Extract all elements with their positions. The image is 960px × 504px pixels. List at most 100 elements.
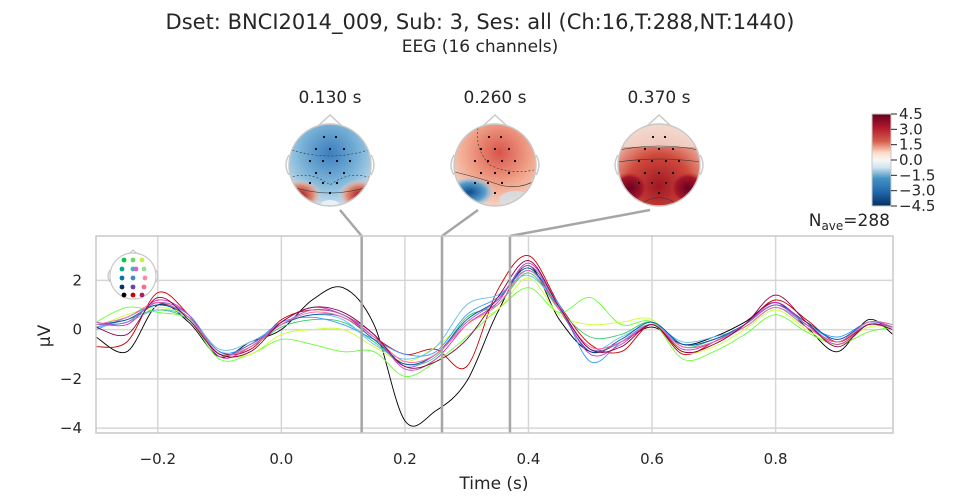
sensor-dot — [664, 181, 668, 185]
sensor-dot — [637, 181, 641, 185]
topomap-connector-1 — [339, 209, 363, 237]
sensor-dot — [651, 135, 655, 139]
sensor-dot — [328, 147, 332, 151]
time-markers — [339, 208, 651, 433]
sensor-dot — [643, 147, 647, 151]
grid-lines — [96, 236, 893, 433]
colorbar-tick-label: −3.0 — [899, 182, 935, 200]
y-tick-label: −4 — [60, 419, 82, 437]
x-tick-label: 0.8 — [764, 450, 788, 468]
plot-frame — [95, 235, 894, 434]
sensor-dot — [500, 181, 504, 185]
sensor-dot — [507, 171, 511, 175]
x-tick-label: −0.2 — [140, 450, 176, 468]
sensor-dot — [321, 159, 325, 163]
sensor-dot — [314, 171, 318, 175]
sensor-dot — [493, 171, 497, 175]
x-tick-labels: −0.2 0.0 0.2 0.4 0.6 0.8 — [140, 450, 788, 468]
sensor-dot — [335, 181, 339, 185]
x-tick-label: 0.2 — [393, 450, 417, 468]
sensor-inset-dot — [141, 284, 147, 290]
x-axis-label: Time (s) — [458, 474, 528, 494]
colorbar-ticks: 4.53.01.50.0−1.5−3.0−4.5 — [891, 105, 935, 215]
sensor-inset-dot — [119, 266, 125, 272]
sensor-dot — [499, 135, 503, 139]
sensor-inset-dot — [139, 292, 145, 298]
x-tick-label: 0.4 — [517, 450, 541, 468]
topomap-connector-3 — [509, 208, 651, 238]
x-tick-label: 0.6 — [640, 450, 664, 468]
sensor-dot — [473, 159, 477, 163]
sensor-dot — [637, 159, 641, 163]
figure-title: Dset: BNCI2014_009, Sub: 3, Ses: all (Ch… — [166, 10, 795, 35]
topomap-1 — [285, 114, 375, 207]
sensor-inset-dot — [119, 284, 125, 290]
sensor-dot — [486, 181, 490, 185]
sensor-dot — [657, 147, 661, 151]
sensor-dot — [664, 159, 668, 163]
sensor-inset-dot — [130, 292, 136, 298]
sensor-dot — [342, 171, 346, 175]
x-tick-label: 0.0 — [269, 450, 293, 468]
sensor-dot — [671, 171, 675, 175]
sensor-dot — [328, 171, 332, 175]
y-tick-label: −2 — [60, 370, 82, 388]
topomap-label-1: 0.130 s — [299, 88, 362, 108]
sensor-dot — [308, 181, 312, 185]
colorbar-tick-label: 0.0 — [899, 151, 923, 169]
sensor-dot — [322, 135, 326, 139]
sensor-dot — [650, 181, 654, 185]
sensor-dots — [119, 257, 148, 298]
figure-subtitle: EEG (16 channels) — [402, 37, 559, 57]
y-tick-label: 2 — [72, 271, 82, 289]
sensor-dot — [321, 181, 325, 185]
sensor-dot — [507, 147, 511, 151]
sensor-dot — [342, 147, 346, 151]
sensor-dot — [643, 171, 647, 175]
sensor-dot — [314, 147, 318, 151]
topomap-label-3: 0.370 s — [628, 88, 691, 108]
sensor-inset — [107, 249, 159, 300]
series-line-4 — [96, 277, 893, 363]
sensor-dot — [671, 147, 675, 151]
y-tick-labels: 2 0 −2 −4 — [60, 271, 82, 437]
sensor-dot — [348, 159, 352, 163]
series-line-9 — [96, 262, 893, 371]
colorbar-tick-label: 4.5 — [899, 105, 923, 123]
nave-label: Nave=288 — [809, 211, 890, 233]
topomap-label-2: 0.260 s — [464, 88, 527, 108]
sensor-inset-dot — [130, 284, 136, 290]
topomap-connector-2 — [441, 208, 479, 238]
sensor-dot — [500, 159, 504, 163]
series-line-10 — [96, 265, 893, 368]
plot-area: −0.2 0.0 0.2 0.4 0.6 0.8 2 0 −2 −4 — [60, 208, 894, 468]
colorbar: 4.53.01.50.0−1.5−3.0−4.5 — [871, 105, 935, 215]
colorbar-tick-label: −1.5 — [899, 166, 935, 184]
colorbar-tick-label: −4.5 — [899, 197, 935, 215]
topomap-2 — [450, 114, 540, 207]
sensor-dot — [486, 159, 490, 163]
sensor-dot — [677, 159, 681, 163]
colorbar-tick-label: 1.5 — [899, 136, 923, 154]
sensor-inset-dot — [141, 266, 147, 272]
sensor-dot — [663, 135, 667, 139]
sensor-dot — [493, 147, 497, 151]
sensor-inset-dot — [121, 292, 127, 298]
y-tick-label: 0 — [72, 321, 82, 339]
colorbar-tick-label: 3.0 — [899, 120, 923, 138]
sensor-inset-dot — [130, 257, 136, 263]
sensor-dot — [650, 159, 654, 163]
sensor-inset-dot — [130, 275, 136, 281]
series-line-11 — [96, 270, 893, 363]
sensor-dot — [479, 171, 483, 175]
sensor-dot — [657, 191, 661, 195]
sensor-inset-dot — [119, 275, 125, 281]
sensor-inset-dot — [142, 275, 148, 281]
sensor-dot — [308, 159, 312, 163]
sensor-inset-dot — [139, 257, 145, 263]
sensor-inset-dot — [133, 266, 139, 272]
sensor-dot — [328, 191, 332, 195]
sensor-dot — [493, 191, 497, 195]
y-axis-label: µV — [35, 324, 55, 347]
